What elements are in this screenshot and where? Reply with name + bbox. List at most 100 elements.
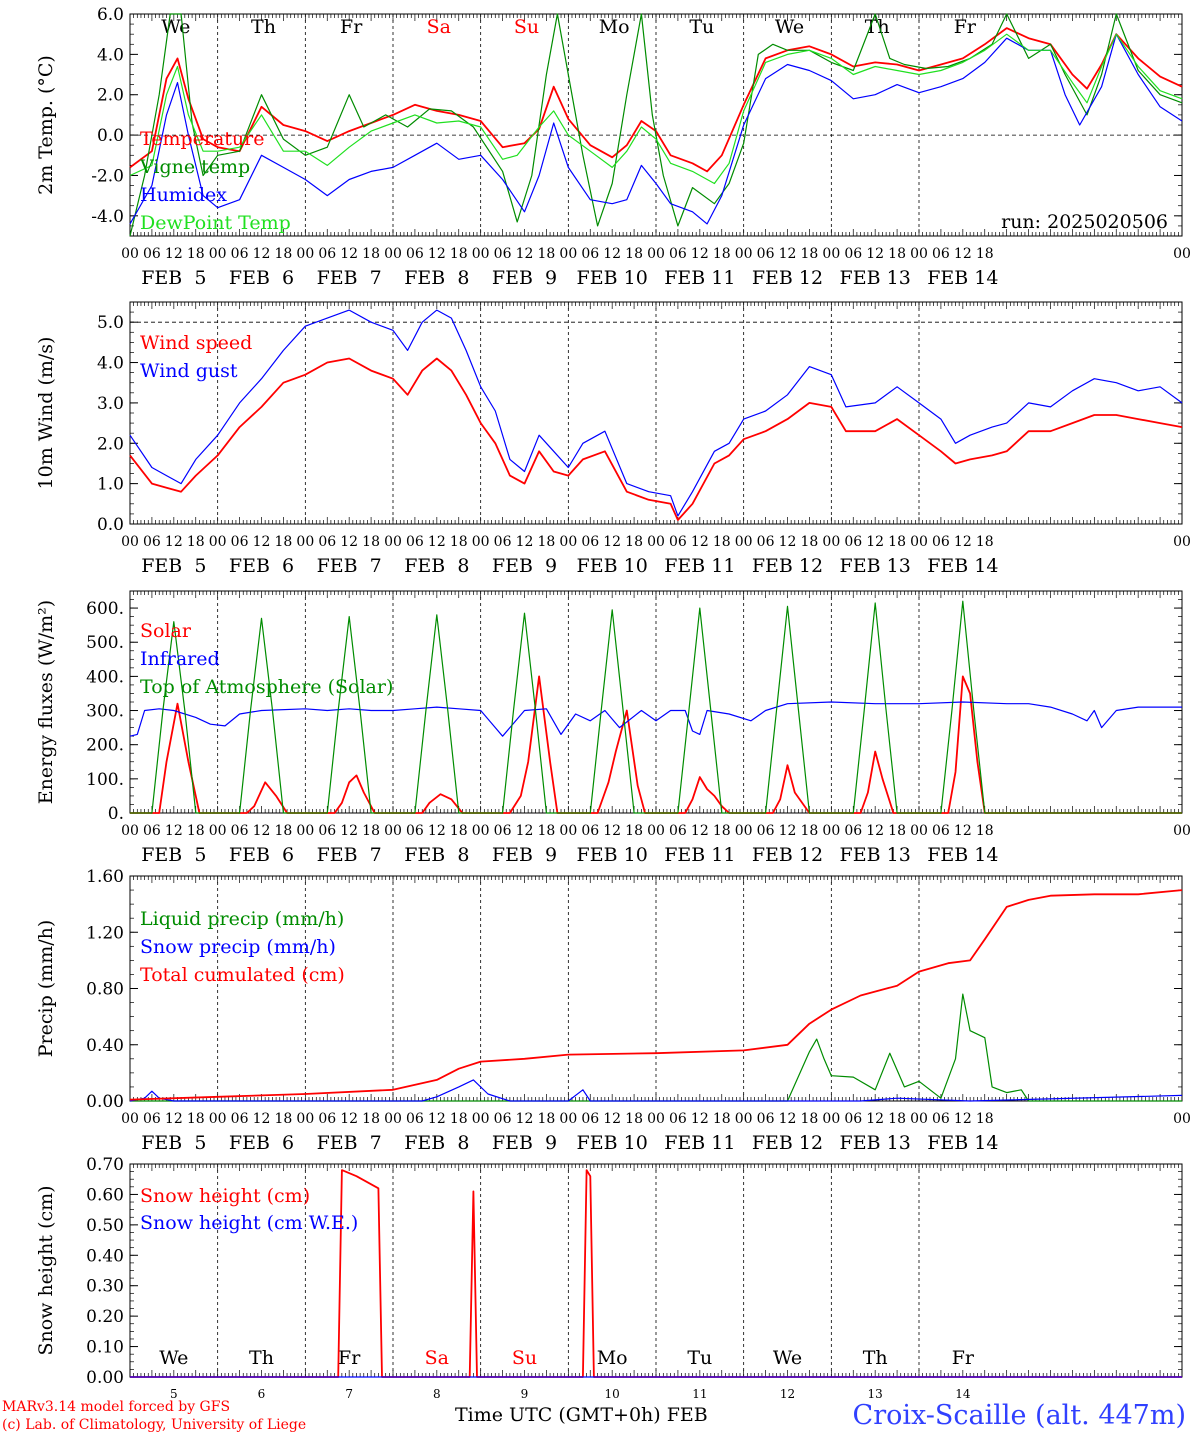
- date-label: FEB 5: [141, 844, 206, 866]
- series-line: [129, 33, 1183, 185]
- hour-label: 00: [735, 1111, 753, 1127]
- series-line: [130, 600, 1182, 814]
- legend-entry: Top of Atmosphere (Solar): [140, 676, 393, 698]
- hour-label: 06: [318, 1111, 336, 1127]
- hour-label: 12: [691, 534, 709, 550]
- hour-label: 18: [713, 823, 731, 839]
- hour-label: 18: [976, 246, 994, 262]
- hour-label: 06: [143, 823, 161, 839]
- hour-label: 00: [735, 534, 753, 550]
- day-name: Th: [863, 1347, 888, 1369]
- y-axis-label: Energy fluxes (W/m²): [35, 600, 57, 804]
- date-label: FEB 14: [927, 555, 998, 577]
- hour-label: 18: [187, 246, 205, 262]
- hour-label: 06: [494, 1111, 512, 1127]
- hour-label: 06: [669, 1111, 687, 1127]
- hour-label: 18: [888, 1111, 906, 1127]
- date-label: FEB 14: [927, 267, 998, 289]
- hour-label: 06: [494, 823, 512, 839]
- y-tick-label: -2.0: [91, 166, 124, 186]
- hour-label: 00: [1173, 823, 1191, 839]
- date-label: FEB 11: [664, 267, 735, 289]
- hour-label: 12: [165, 246, 183, 262]
- hour-label: 12: [691, 1111, 709, 1127]
- date-label: FEB 6: [229, 267, 294, 289]
- hour-label: 06: [844, 534, 862, 550]
- day-name: We: [775, 16, 804, 38]
- hour-label: 00: [1173, 246, 1191, 262]
- day-number: 10: [605, 1387, 620, 1401]
- model-credit-line-1: MARv3.14 model forced by GFS: [2, 1399, 231, 1415]
- date-label: FEB 12: [752, 267, 823, 289]
- date-label: FEB 8: [404, 267, 469, 289]
- hour-label: 00: [209, 1111, 227, 1127]
- hour-label: 06: [757, 246, 775, 262]
- legend-entry: Snow height (cm W.E.): [140, 1212, 358, 1234]
- hour-label: 12: [866, 534, 884, 550]
- y-axis-label: Precip (mm/h): [35, 920, 57, 1058]
- hour-label: 12: [516, 1111, 534, 1127]
- day-number: 7: [345, 1387, 353, 1401]
- hour-label: 00: [384, 534, 402, 550]
- hour-label: 12: [779, 246, 797, 262]
- hour-label: 18: [187, 534, 205, 550]
- hour-label: 00: [910, 1111, 928, 1127]
- day-number: 9: [521, 1387, 529, 1401]
- hour-label: 00: [822, 1111, 840, 1127]
- date-label: FEB 8: [404, 844, 469, 866]
- date-label: FEB 7: [317, 1132, 382, 1154]
- hour-label: 06: [757, 823, 775, 839]
- hour-label: 00: [647, 534, 665, 550]
- hour-label: 06: [143, 246, 161, 262]
- hour-label: 18: [538, 823, 556, 839]
- y-tick-label: 1.20: [86, 923, 124, 943]
- panel-5: 0.70 0.60 0.50 0.40 0.30 0.20 0.10 0.00 Snow hei…: [35, 1155, 1183, 1401]
- y-axis-label: Snow height (cm): [35, 1185, 57, 1355]
- hour-label: 06: [581, 534, 599, 550]
- panel-3: 600. 500. 400. 300. 200. 100. 0. Energy fluxes …: [35, 590, 1191, 866]
- hour-label: 06: [231, 246, 249, 262]
- date-label: FEB 11: [664, 1132, 735, 1154]
- hour-label: 12: [253, 534, 271, 550]
- y-tick-label: 5.0: [97, 313, 124, 333]
- hour-label: 18: [450, 534, 468, 550]
- y-tick-label: -4.0: [91, 207, 124, 227]
- day-name: Th: [251, 16, 276, 38]
- hour-label: 12: [516, 246, 534, 262]
- day-number: 6: [258, 1387, 266, 1401]
- y-tick-label: 3.0: [97, 394, 124, 414]
- y-tick-label: 500.: [86, 633, 124, 653]
- y-tick-label: 6.0: [97, 5, 124, 25]
- run-annotation: run: 2025020506: [1001, 211, 1168, 233]
- date-label: FEB 11: [664, 844, 735, 866]
- day-number: 11: [692, 1387, 707, 1401]
- y-tick-label: 0.00: [86, 1368, 124, 1388]
- hour-label: 06: [844, 1111, 862, 1127]
- hour-label: 00: [647, 246, 665, 262]
- hour-label: 00: [121, 246, 139, 262]
- hour-label: 18: [362, 246, 380, 262]
- hour-label: 00: [209, 246, 227, 262]
- hour-label: 06: [318, 246, 336, 262]
- y-tick-label: 4.0: [97, 354, 124, 374]
- hour-label: 00: [121, 534, 139, 550]
- day-name: We: [773, 1347, 802, 1369]
- date-label: FEB 8: [404, 555, 469, 577]
- date-label: FEB 6: [229, 844, 294, 866]
- hour-label: 18: [888, 823, 906, 839]
- time-axis-label: Time UTC (GMT+0h) FEB: [455, 1404, 708, 1426]
- hour-label: 06: [932, 246, 950, 262]
- hour-label: 12: [340, 534, 358, 550]
- hour-label: 00: [472, 823, 490, 839]
- time-axis-title: Time UTC (GMT+0h): [455, 1404, 661, 1426]
- hour-label: 12: [779, 534, 797, 550]
- series-line: [129, 357, 1183, 521]
- hour-label: 00: [384, 246, 402, 262]
- hour-label: 18: [976, 823, 994, 839]
- day-number: 14: [955, 1387, 971, 1401]
- y-tick-label: 0.50: [86, 1216, 124, 1236]
- hour-label: 12: [691, 823, 709, 839]
- date-label: FEB 9: [492, 267, 557, 289]
- hour-label: 06: [932, 823, 950, 839]
- hour-label: 12: [340, 823, 358, 839]
